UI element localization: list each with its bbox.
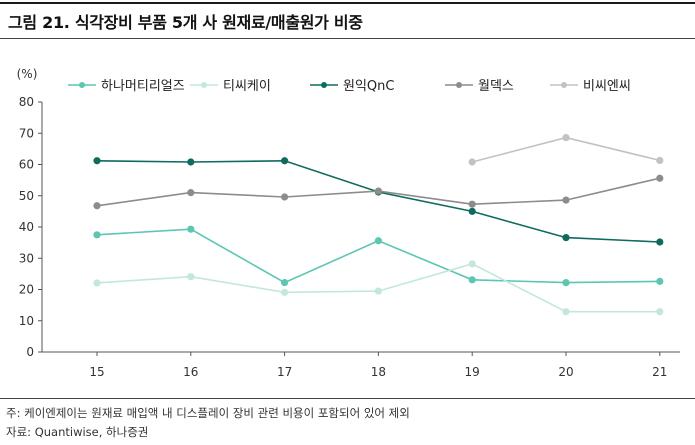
series-point-3	[187, 158, 195, 166]
series-point-4	[468, 200, 476, 208]
legend-swatch-marker	[79, 82, 85, 88]
line-chart: (%) 0 10 20 30 40 50 60 70 80 15 16 17 18 19 20 21 하나머티리얼…	[17, 67, 680, 379]
y-tick-label: 50	[19, 189, 34, 203]
series-point-2	[187, 273, 195, 281]
series-point-3	[468, 207, 476, 215]
y-tick-label: 30	[19, 251, 34, 265]
series-point-2	[374, 287, 382, 295]
footer-rule	[0, 398, 695, 399]
x-tick-label: 17	[277, 365, 292, 379]
series-point-1	[281, 279, 289, 287]
series-point-1	[187, 225, 195, 233]
series-point-1	[562, 279, 570, 287]
legend-swatch-marker	[561, 82, 567, 88]
series-point-4	[93, 202, 101, 210]
series-point-4	[656, 174, 664, 182]
legend-label: 원익QnC	[343, 79, 394, 94]
legend-swatch-marker	[201, 82, 207, 88]
series-point-2	[93, 279, 101, 287]
title-top-rule	[0, 2, 695, 4]
title-bottom-rule	[0, 38, 695, 39]
legend-swatch-marker	[321, 82, 327, 88]
series-point-3	[281, 157, 289, 165]
series-point-1	[656, 277, 664, 285]
y-tick-label: 0	[26, 345, 34, 359]
chart-note: 주: 케이엔제이는 원재료 매입액 내 디스플레이 장비 관련 비용이 포함되어…	[6, 406, 410, 420]
x-tick-label: 21	[652, 365, 667, 379]
series-point-4	[187, 189, 195, 197]
chart-source: 자료: Quantiwise, 하나증권	[6, 425, 149, 439]
legend-label: 비씨엔씨	[583, 79, 631, 94]
series-line-5	[471, 136, 660, 163]
figure-title: 그림 21. 식각장비 부품 5개 사 원재료/매출원가 비중	[8, 13, 363, 32]
y-tick-label: 60	[19, 158, 34, 172]
legend-swatch-marker	[456, 82, 462, 88]
x-tick-label: 15	[89, 365, 104, 379]
y-tick-label: 80	[19, 95, 34, 109]
series-point-3	[656, 238, 664, 246]
series-point-4	[562, 196, 570, 204]
legend-label: 티씨케이	[223, 79, 271, 94]
x-tick-label: 16	[183, 365, 198, 379]
series-point-1	[93, 231, 101, 239]
y-axis-unit-label: (%)	[17, 67, 38, 81]
x-tick-label: 20	[558, 365, 573, 379]
y-tick-label: 40	[19, 220, 34, 234]
series-point-2	[281, 288, 289, 296]
x-tick-label: 19	[465, 365, 480, 379]
chart-area: (%) 0 10 20 30 40 50 60 70 80 15 16 17 18 19 20 21 하나머티리얼…	[0, 40, 695, 395]
legend-label: 월덱스	[478, 79, 514, 94]
series-point-3	[562, 234, 570, 242]
x-tick-label: 18	[371, 365, 386, 379]
series-point-2	[562, 308, 570, 316]
series-point-4	[281, 193, 289, 201]
series-point-2	[468, 260, 476, 268]
series-point-5	[562, 134, 570, 142]
series-point-4	[374, 187, 382, 195]
y-tick-label: 20	[19, 283, 34, 297]
y-tick-label: 10	[19, 314, 34, 328]
series-point-2	[656, 308, 664, 316]
y-tick-label: 70	[19, 126, 34, 140]
series-point-5	[656, 156, 664, 165]
legend-label: 하나머티리얼즈	[101, 79, 185, 94]
series-point-1	[468, 276, 476, 284]
series-point-3	[93, 157, 101, 165]
series-point-1	[374, 237, 382, 245]
series-point-5	[468, 158, 476, 166]
